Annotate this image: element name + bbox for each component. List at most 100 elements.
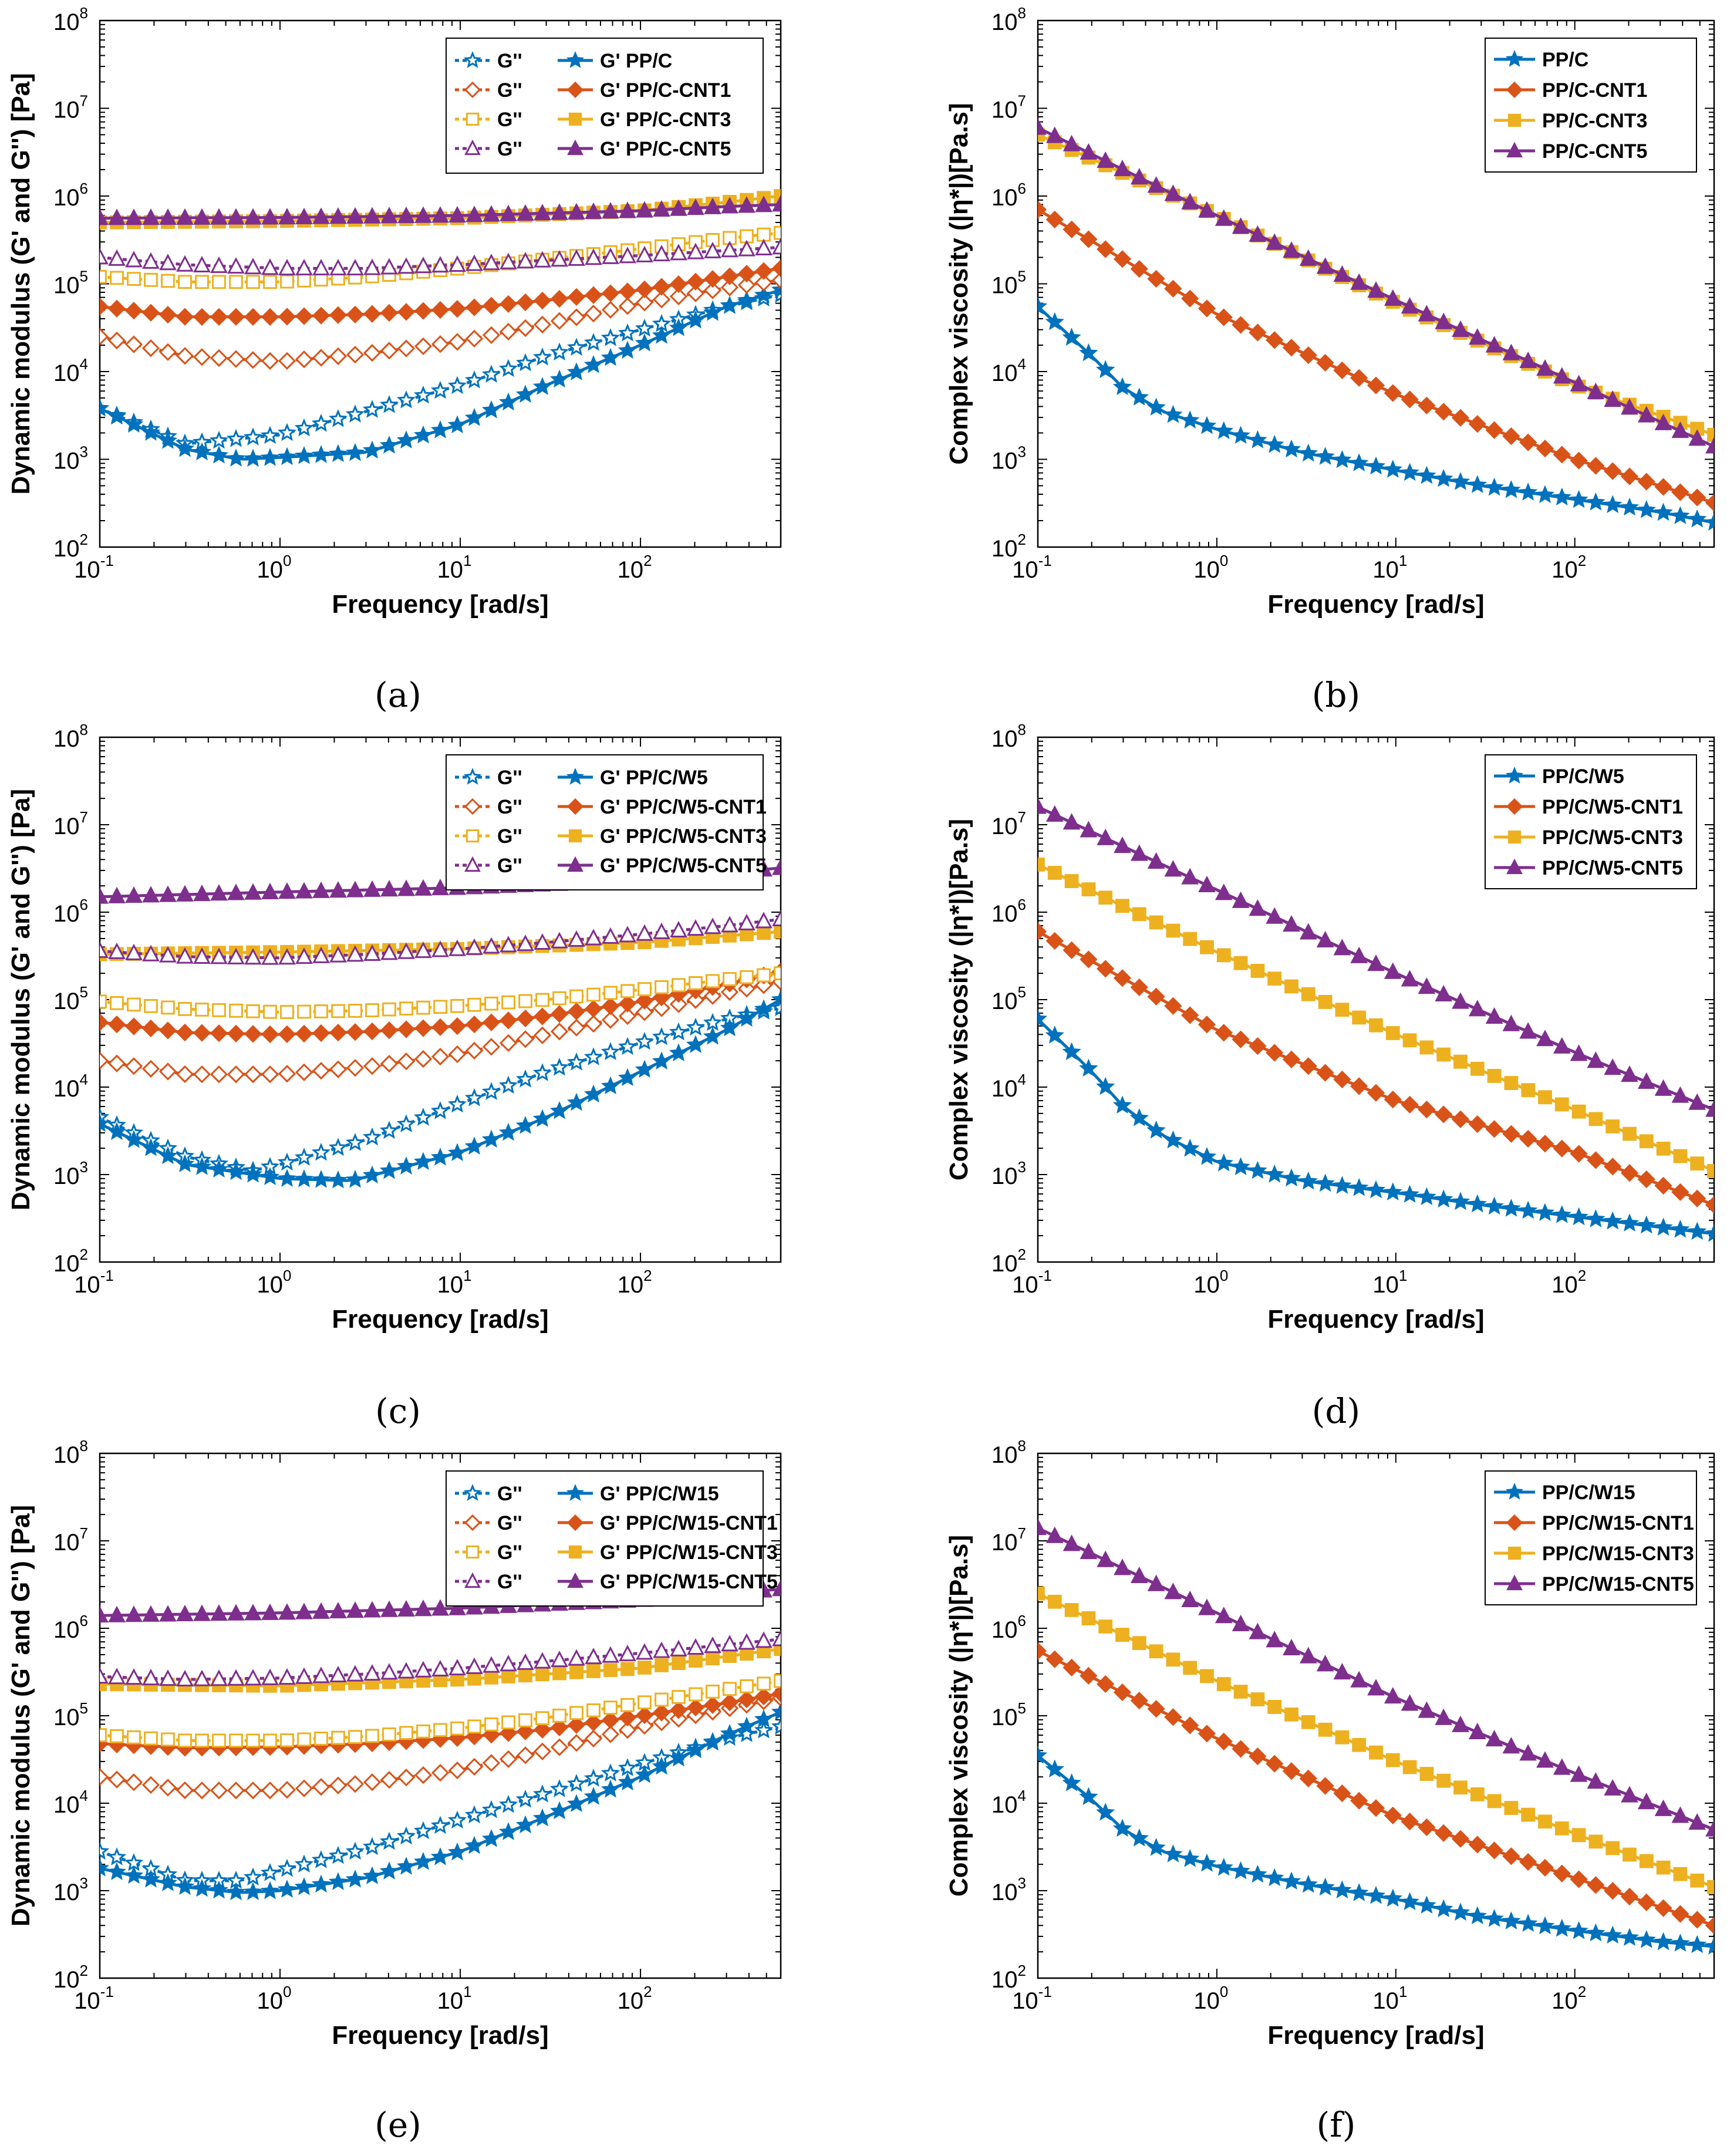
data-point xyxy=(430,1816,450,1834)
x-tick-base: 10 xyxy=(437,1272,464,1298)
data-point xyxy=(686,1698,705,1717)
legend-marker xyxy=(1506,1514,1523,1531)
data-point xyxy=(1079,343,1098,362)
data-point xyxy=(193,1669,211,1686)
data-point xyxy=(689,235,703,249)
series-pp-c-w5-cnt3 xyxy=(1038,858,1714,1178)
data-point xyxy=(635,1717,654,1735)
data-point xyxy=(1198,1015,1216,1034)
data-point xyxy=(1183,932,1198,946)
data-point xyxy=(1147,269,1165,288)
data-point xyxy=(1164,997,1182,1015)
y-tick-exp: 5 xyxy=(80,1699,88,1717)
data-point xyxy=(1536,359,1554,376)
data-point xyxy=(672,978,686,993)
data-point xyxy=(1487,1794,1502,1809)
data-point xyxy=(295,350,313,369)
y-tick-label: 104 xyxy=(991,1787,1026,1818)
data-point xyxy=(431,256,449,273)
data-point xyxy=(1038,296,1048,315)
data-point xyxy=(618,1007,637,1025)
data-point xyxy=(311,1142,331,1161)
data-point xyxy=(501,1715,515,1730)
data-point xyxy=(1367,281,1385,298)
data-point xyxy=(1097,1675,1115,1693)
data-point xyxy=(516,293,535,312)
data-point xyxy=(467,997,481,1012)
data-point xyxy=(1673,1149,1688,1163)
data-point xyxy=(1536,439,1554,458)
data-point xyxy=(1283,1638,1300,1656)
data-point xyxy=(1163,1130,1183,1149)
data-point xyxy=(311,445,331,463)
y-tick-label: 104 xyxy=(991,355,1026,386)
data-point xyxy=(124,1017,143,1035)
data-point xyxy=(567,308,586,326)
data-point xyxy=(1366,1885,1386,1904)
data-point xyxy=(227,1024,245,1042)
data-point xyxy=(227,883,245,900)
data-point xyxy=(1045,1526,1064,1543)
data-point xyxy=(1552,1205,1571,1223)
data-point xyxy=(1350,1883,1369,1901)
data-point xyxy=(142,1669,160,1686)
data-point xyxy=(1266,233,1284,250)
data-point xyxy=(499,295,518,313)
data-point xyxy=(1671,421,1689,438)
data-point xyxy=(686,1740,706,1759)
data-point xyxy=(601,1711,620,1729)
x-tick-label: 102 xyxy=(618,1267,652,1298)
legend-label: PP/C/W5-CNT5 xyxy=(1542,857,1683,879)
data-point xyxy=(481,1800,501,1818)
x-tick-base: 10 xyxy=(74,1988,100,2014)
legend-marker xyxy=(464,1514,481,1531)
y-tick-label: 105 xyxy=(53,268,88,299)
y-tick-label: 107 xyxy=(991,808,1026,839)
data-point xyxy=(100,269,107,284)
data-point xyxy=(1096,1077,1115,1095)
y-tick-exp: 3 xyxy=(1018,443,1026,461)
y-tick-base: 10 xyxy=(53,988,80,1014)
data-point xyxy=(1301,1715,1316,1729)
data-point xyxy=(159,1669,177,1686)
data-point xyxy=(601,1076,620,1095)
data-point xyxy=(329,1024,348,1042)
legend-marker xyxy=(466,112,480,126)
data-point xyxy=(210,1065,228,1084)
data-point xyxy=(278,1025,296,1044)
data-point xyxy=(1401,1095,1419,1114)
series-pp-c-w5-cnt5 xyxy=(1038,797,1714,1117)
data-point xyxy=(227,257,245,274)
data-point xyxy=(178,275,192,289)
data-point xyxy=(499,1724,518,1742)
data-point xyxy=(1249,899,1267,916)
data-point xyxy=(1521,1083,1536,1098)
x-tick-base: 10 xyxy=(437,557,464,583)
legend-label: PP/C/W5-CNT1 xyxy=(1542,796,1683,818)
chart-panel-a: 10-1 100 101 102102103104105106107108Freque… xyxy=(6,4,782,619)
data-point xyxy=(465,1041,484,1060)
y-tick-label: 105 xyxy=(991,268,1026,299)
data-point xyxy=(193,255,211,272)
data-point xyxy=(601,1763,620,1782)
data-point xyxy=(653,1641,670,1658)
legend-label: G' PP/C/W5-CNT1 xyxy=(600,796,767,818)
data-point xyxy=(602,1646,619,1663)
data-point xyxy=(1554,1821,1569,1836)
data-point xyxy=(1333,1784,1351,1803)
data-point xyxy=(1216,948,1231,963)
data-point xyxy=(1062,328,1081,346)
data-point xyxy=(124,414,144,433)
x-tick-label: 10-1 xyxy=(74,552,114,583)
data-point xyxy=(465,1015,484,1034)
x-axis-label: Frequency [rad/s] xyxy=(1267,2021,1484,2050)
data-point xyxy=(379,435,399,454)
y-tick-exp: 3 xyxy=(80,1158,88,1176)
data-point xyxy=(1468,1194,1487,1213)
data-point xyxy=(1485,1007,1503,1024)
y-tick-base: 10 xyxy=(53,1792,80,1818)
data-point xyxy=(107,1770,126,1789)
data-point xyxy=(1418,1818,1436,1837)
data-point xyxy=(757,968,771,983)
y-tick-label: 108 xyxy=(53,721,88,752)
